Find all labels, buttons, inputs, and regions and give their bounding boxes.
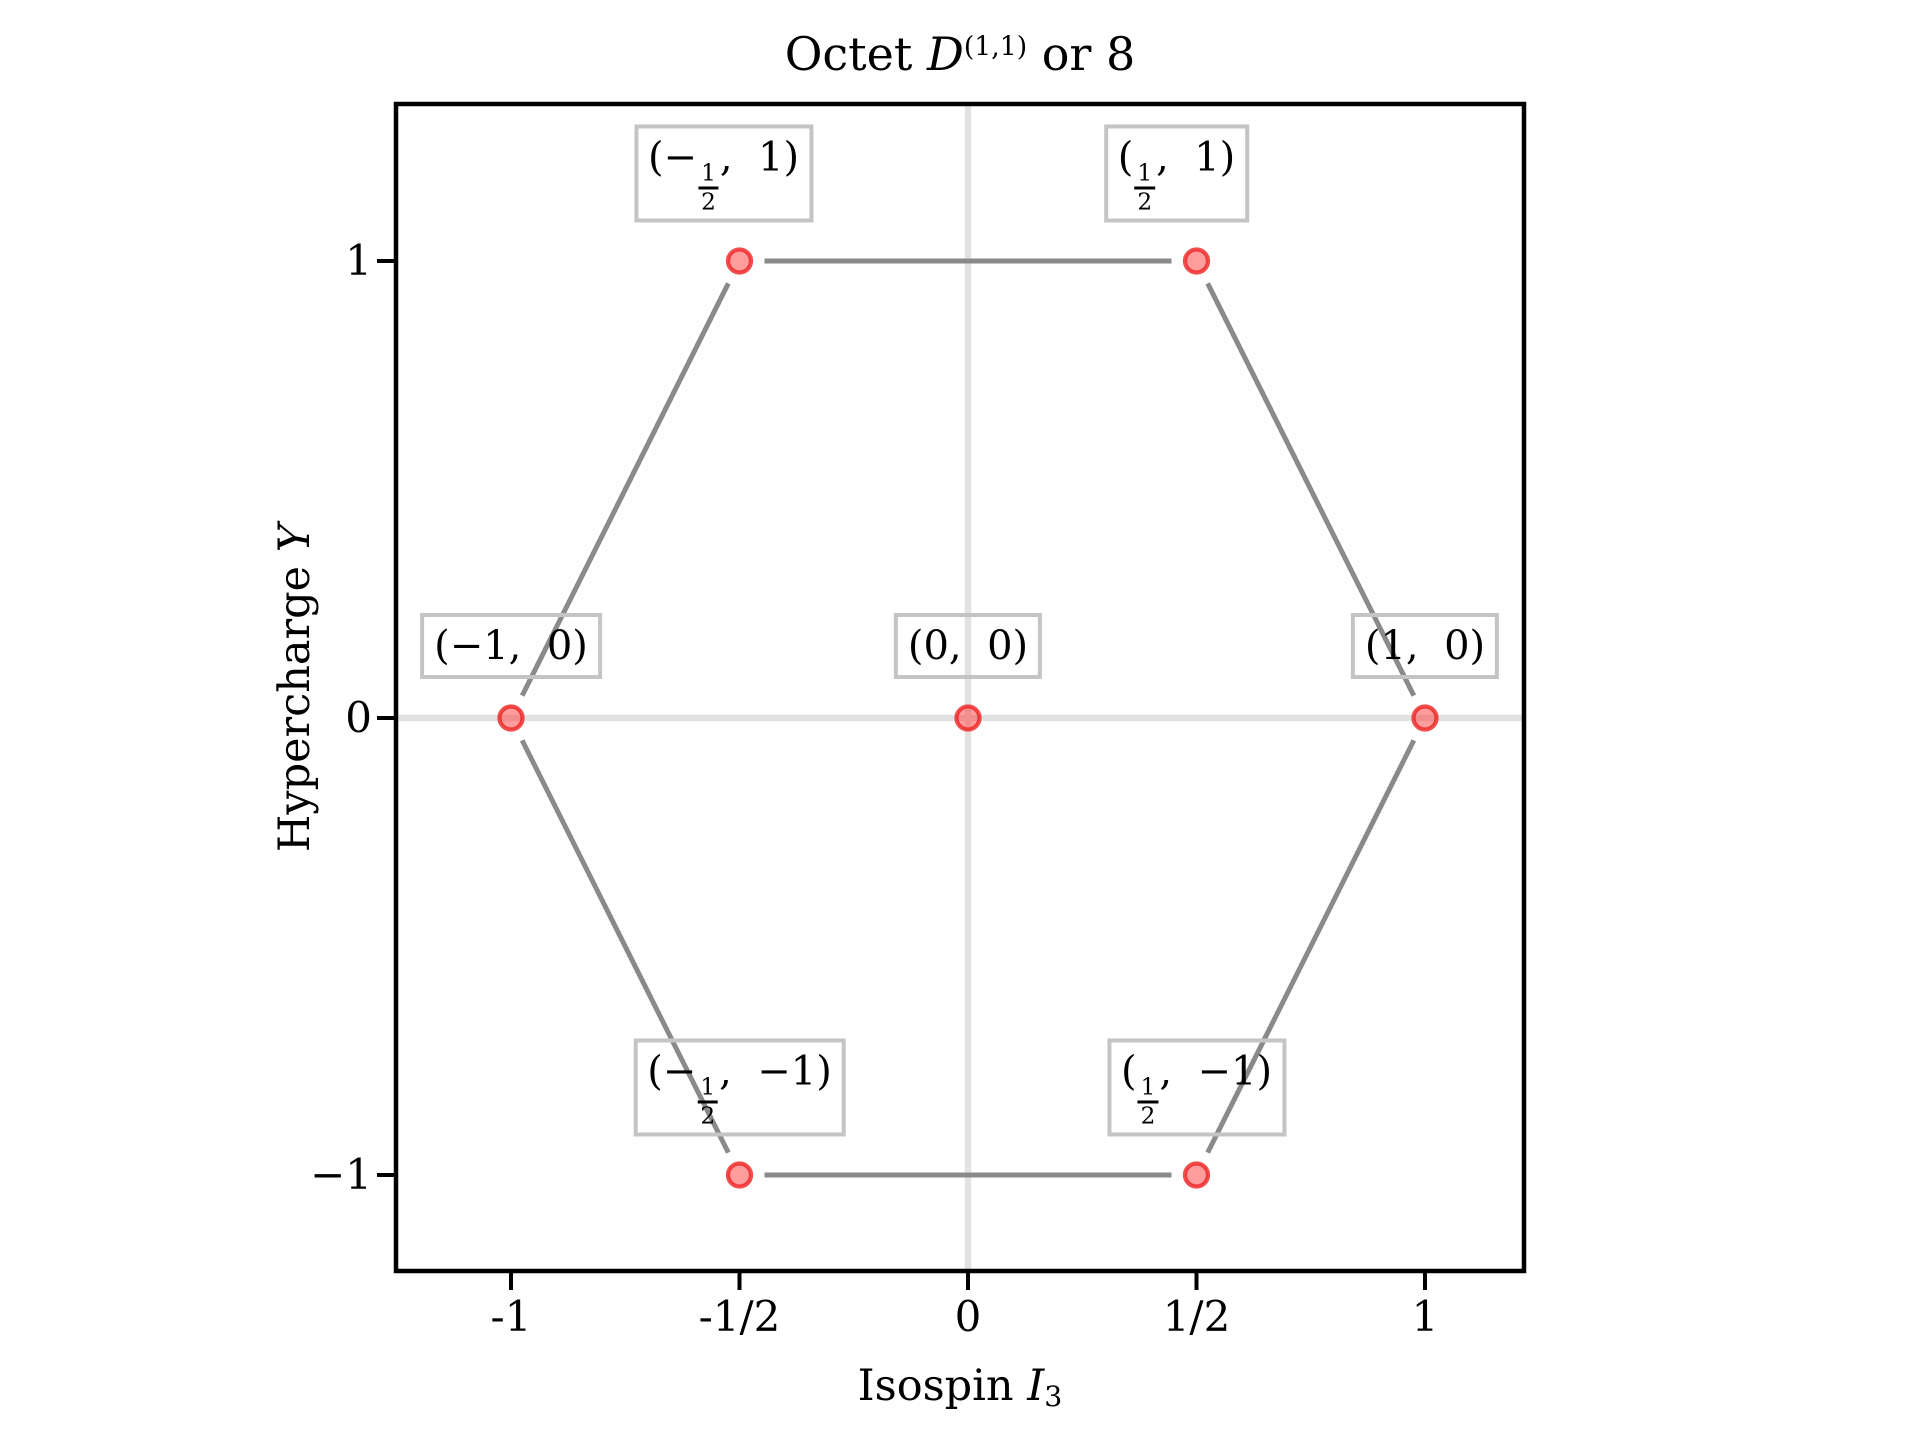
axes-frame xyxy=(393,101,1527,1274)
hexagon-edge-line xyxy=(1205,739,1417,1154)
hexagon-edge-line xyxy=(1205,282,1417,697)
data-point-marker xyxy=(725,1161,754,1189)
data-point-marker xyxy=(725,247,754,275)
hexagon-edge-line xyxy=(519,282,731,697)
data-point-marker xyxy=(1411,704,1439,732)
hexagon-edge-line xyxy=(519,739,731,1154)
data-point-marker xyxy=(497,704,525,732)
data-point-marker xyxy=(954,704,982,732)
data-point-marker xyxy=(1182,1161,1211,1189)
data-point-marker xyxy=(1182,247,1211,275)
